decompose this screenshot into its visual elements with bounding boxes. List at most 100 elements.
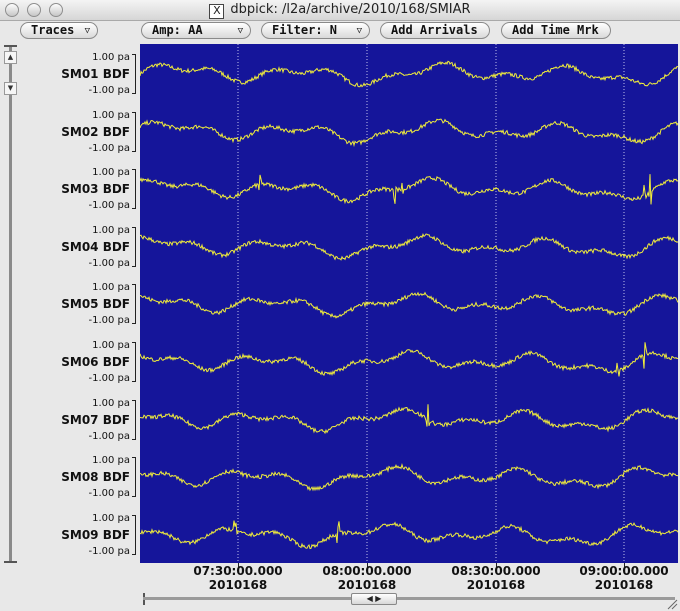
minimize-window-button[interactable]	[27, 3, 41, 17]
time-tick	[624, 563, 625, 567]
resize-grip-icon[interactable]	[666, 598, 678, 610]
time-tick	[496, 563, 497, 567]
scale-bracket	[132, 54, 136, 94]
channel-name[interactable]: SM01 BDF	[61, 67, 130, 81]
scale-min-label: -1.00 pa	[88, 85, 130, 96]
time-tick-label: 09:00:00.000 2010168	[564, 564, 680, 592]
waveform-traces	[140, 60, 678, 550]
time-label: 07:30:00.000	[193, 564, 283, 578]
scale-max-label: 1.00 pa	[92, 455, 130, 467]
channel-name[interactable]: SM05 BDF	[61, 297, 130, 312]
channel-name[interactable]: SM04 BDF	[61, 239, 130, 254]
channel-name[interactable]: SM07 BDF	[61, 412, 130, 427]
scale-min-label: -1.00 pa	[88, 373, 130, 384]
waveform-plot[interactable]	[140, 44, 678, 563]
time-tick-label: 08:00:00.000 2010168	[307, 564, 427, 592]
close-window-button[interactable]	[5, 3, 19, 17]
scroll-right-icon[interactable]: ▶	[375, 594, 382, 603]
horizontal-scrollbar[interactable]: ◀ ▶	[143, 593, 675, 605]
time-label: 08:00:00.000	[322, 564, 412, 578]
scale-bracket	[132, 284, 136, 325]
scale-bracket	[132, 514, 136, 555]
channel-label[interactable]: 1.00 pa SM04 BDF -1.00 pa	[40, 225, 136, 281]
channel-label[interactable]: 1.00 pa SM06 BDF -1.00 pa	[40, 340, 136, 396]
filter-label: Filter: N	[272, 23, 338, 37]
scale-bracket	[132, 226, 136, 267]
channel-label[interactable]: 1.00 pa SM07 BDF -1.00 pa	[40, 398, 136, 454]
waveform-trace	[140, 463, 678, 492]
dropdown-arrow-icon: ▽	[84, 26, 90, 36]
scale-min-label: -1.00 pa	[88, 545, 130, 557]
time-tick-label: 08:30:00.000 2010168	[436, 564, 556, 592]
scale-max-label: 1.00 pa	[92, 340, 130, 351]
amp-label: Amp: AA	[152, 23, 203, 37]
time-tick	[238, 563, 239, 567]
channel-label[interactable]: 1.00 pa SM01 BDF -1.00 pa	[40, 52, 136, 108]
day-label: 2010168	[466, 578, 526, 592]
scale-max-label: 1.00 pa	[92, 52, 130, 63]
scale-max-label: 1.00 pa	[92, 224, 130, 236]
filter-menu-button[interactable]: Filter: N ▽	[261, 22, 370, 39]
time-label: 09:00:00.000	[579, 564, 669, 578]
scale-max-label: 1.00 pa	[92, 109, 130, 121]
scale-max-label: 1.00 pa	[92, 397, 130, 409]
channel-name[interactable]: SM02 BDF	[61, 124, 130, 139]
traces-label: Traces	[31, 23, 75, 37]
waveform-trace	[140, 60, 678, 88]
day-label: 2010168	[594, 578, 654, 592]
scale-min-label: -1.00 pa	[88, 488, 130, 500]
scale-max-label: 1.00 pa	[92, 282, 130, 294]
channel-name[interactable]: SM09 BDF	[61, 527, 130, 542]
channel-label[interactable]: 1.00 pa SM09 BDF -1.00 pa	[40, 513, 136, 569]
waveform-trace	[140, 174, 678, 205]
waveform-trace	[140, 118, 678, 148]
scale-min-label: -1.00 pa	[88, 142, 130, 154]
channel-label[interactable]: 1.00 pa SM02 BDF -1.00 pa	[40, 110, 136, 166]
add-time-mark-label: Add Time Mrk	[512, 23, 599, 37]
scale-min-label: -1.00 pa	[88, 430, 130, 442]
zoom-window-button[interactable]	[49, 3, 63, 17]
time-tick-label: 07:30:00.000 2010168	[178, 564, 298, 592]
scroll-down-arrow-icon[interactable]: ▼	[4, 82, 17, 95]
scale-bracket	[132, 111, 136, 152]
channel-name[interactable]: SM08 BDF	[61, 470, 130, 485]
add-arrivals-button[interactable]: Add Arrivals	[380, 22, 490, 39]
amp-menu-button[interactable]: Amp: AA ▽	[141, 22, 251, 39]
traces-menu-button[interactable]: Traces ▽	[20, 22, 98, 39]
scale-bracket	[132, 457, 136, 498]
scale-min-label: -1.00 pa	[88, 257, 130, 269]
channel-label[interactable]: 1.00 pa SM08 BDF -1.00 pa	[40, 455, 136, 511]
time-label: 08:30:00.000	[451, 564, 541, 578]
scrollbar-track[interactable]	[143, 597, 675, 600]
scroll-up-arrow-icon[interactable]: ▲	[4, 51, 17, 64]
channel-label[interactable]: 1.00 pa SM03 BDF -1.00 pa	[40, 167, 136, 223]
x11-app-icon: X	[209, 4, 225, 19]
waveform-trace	[140, 520, 678, 550]
waveform-trace	[140, 342, 678, 377]
scrollbar-cap	[4, 561, 17, 563]
window-title: dbpick: /l2a/archive/2010/168/SMIAR	[230, 2, 471, 17]
scale-min-label: -1.00 pa	[88, 315, 130, 327]
scale-bracket	[132, 342, 136, 382]
vertical-scrollbar[interactable]: ▲ ▼	[4, 45, 17, 563]
dropdown-arrow-icon: ▽	[237, 26, 243, 36]
channel-name[interactable]: SM03 BDF	[61, 182, 130, 197]
scroll-left-icon[interactable]: ◀	[366, 594, 373, 603]
channel-name[interactable]: SM06 BDF	[61, 355, 130, 369]
waveform-trace	[140, 232, 678, 261]
add-time-mark-button[interactable]: Add Time Mrk	[501, 22, 611, 39]
waveform-trace	[140, 291, 678, 319]
scale-min-label: -1.00 pa	[88, 200, 130, 212]
scrollbar-cap	[4, 45, 17, 47]
scroll-thumb[interactable]: ◀ ▶	[351, 593, 397, 605]
plot-background	[140, 44, 678, 563]
dropdown-arrow-icon: ▽	[356, 26, 362, 36]
day-label: 2010168	[208, 578, 268, 592]
scale-bracket	[132, 399, 136, 440]
time-tick	[367, 563, 368, 567]
channel-label[interactable]: 1.00 pa SM05 BDF -1.00 pa	[40, 282, 136, 338]
scrollbar-track[interactable]	[9, 47, 12, 561]
add-arrivals-label: Add Arrivals	[391, 23, 478, 37]
